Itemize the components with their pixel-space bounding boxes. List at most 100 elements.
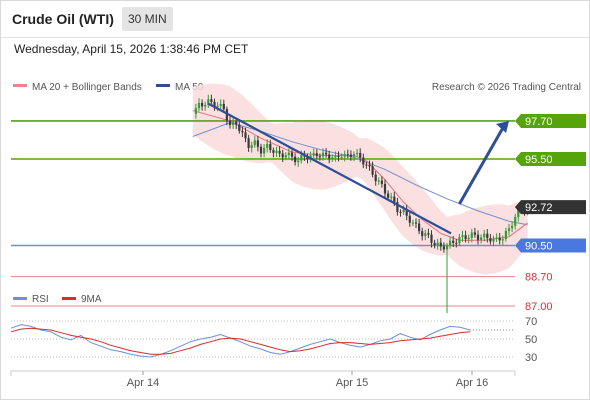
datetime-label: Wednesday, April 15, 2026 1:38:46 PM CET (14, 42, 249, 56)
candle-body (473, 232, 476, 235)
candle-body (225, 109, 228, 121)
ma50-legend-label: MA 50 (175, 82, 204, 93)
candle-body (405, 209, 408, 216)
candle-body (393, 196, 396, 203)
candle-body (470, 232, 473, 238)
candle-body (219, 103, 222, 106)
instrument-title: Crude Oil (WTI) (12, 11, 114, 27)
candle-body (228, 120, 232, 125)
candle-body (433, 242, 436, 246)
candle-body (349, 154, 352, 157)
candle-body (197, 102, 201, 109)
candle-body (263, 147, 266, 154)
candle-body (290, 152, 294, 157)
candle-body (201, 102, 204, 107)
rsi-line (10, 324, 471, 358)
candle-body (356, 152, 359, 155)
candle-body (337, 155, 340, 157)
rsi-tick-label: 50 (525, 334, 537, 346)
candle-body (294, 156, 297, 163)
candle-body (325, 152, 328, 155)
candle-body (244, 132, 247, 139)
credit-label: Research © 2026 Trading Central (432, 82, 581, 93)
candle-body (213, 101, 216, 108)
candle-body (371, 166, 374, 175)
candle-body (343, 154, 346, 157)
candle-body (511, 225, 514, 229)
candle-body (455, 242, 458, 244)
candle-body (408, 215, 411, 223)
candle-body (253, 140, 256, 146)
candle-body (204, 104, 207, 107)
level-tag-current (515, 200, 586, 215)
level-label-support_2: 87.00 (525, 301, 553, 313)
level-tag-pivot (515, 238, 586, 253)
projection-arrow-head (496, 120, 509, 133)
ma50-legend-swatch (156, 84, 170, 87)
ma20-legend-label: MA 20 + Bollinger Bands (32, 82, 142, 93)
candle-body (514, 217, 517, 226)
candle-body (346, 154, 349, 156)
candle-body (501, 239, 504, 241)
candle-body (424, 233, 427, 237)
candle-body (377, 180, 380, 182)
candle-body (352, 154, 356, 157)
candle-body (328, 154, 331, 159)
candle-body (495, 237, 498, 239)
candle-body (315, 153, 318, 157)
level-label-support_1: 88.70 (525, 272, 553, 284)
timeframe-badge[interactable]: 30 MIN (122, 7, 173, 31)
candle-body (489, 238, 492, 242)
candle-body (368, 164, 371, 167)
rsi-ma-legend-swatch (62, 297, 76, 300)
candle-body (321, 152, 325, 157)
candle-body (430, 234, 433, 243)
price-panel: 97.70 95.50 92.72 90.50 88.70 87.00 (11, 83, 586, 313)
rsi-ma-legend-label: 9MA (81, 294, 102, 305)
level-label-pivot: 90.50 (525, 241, 553, 253)
candle-body (476, 234, 480, 240)
header-bar: Crude Oil (WTI) 30 MIN (1, 1, 589, 38)
rsi-legend-swatch (13, 297, 27, 300)
candle-body (458, 237, 461, 244)
candle-body (414, 222, 418, 224)
candle-body (235, 121, 238, 125)
candle-body (418, 223, 421, 232)
candle-body (216, 105, 219, 108)
candle-body (402, 209, 405, 213)
candle-body (387, 193, 390, 198)
candle-body (396, 202, 399, 212)
level-label-resistance_2: 97.70 (525, 116, 553, 128)
candle-body (380, 180, 383, 184)
candle-body (272, 150, 275, 153)
candle-body (210, 99, 213, 102)
ma20-legend-swatch (13, 84, 27, 87)
level-label-current: 92.72 (525, 202, 553, 214)
candle-body (452, 240, 455, 243)
level-label-resistance_1: 95.50 (525, 154, 553, 166)
candle-body (312, 153, 315, 156)
candle-body (449, 240, 452, 246)
rsi-ma-line (10, 327, 471, 355)
candle-body (331, 157, 334, 159)
candle-body (232, 121, 235, 125)
level-tag-resistance_2 (515, 113, 586, 128)
candle-body (483, 233, 486, 238)
candle-body (492, 238, 495, 242)
rsi-legend-label: RSI (32, 294, 49, 305)
candle-body (442, 246, 445, 250)
candle-body (498, 237, 501, 241)
x-axis: Apr 14 Apr 15 Apr 16 (10, 370, 516, 389)
candle-body (461, 235, 464, 238)
candle-body (238, 124, 241, 131)
trend-line (207, 102, 452, 235)
candle-body (259, 146, 263, 154)
candle-body (266, 143, 269, 148)
candle-body (278, 150, 281, 154)
level-tag-resistance_1 (515, 152, 586, 166)
rsi-tick-label: 70 (525, 316, 537, 328)
candle-body (334, 155, 337, 158)
candle-body (445, 245, 449, 250)
candle-body (241, 130, 244, 133)
candle-body (287, 152, 290, 156)
